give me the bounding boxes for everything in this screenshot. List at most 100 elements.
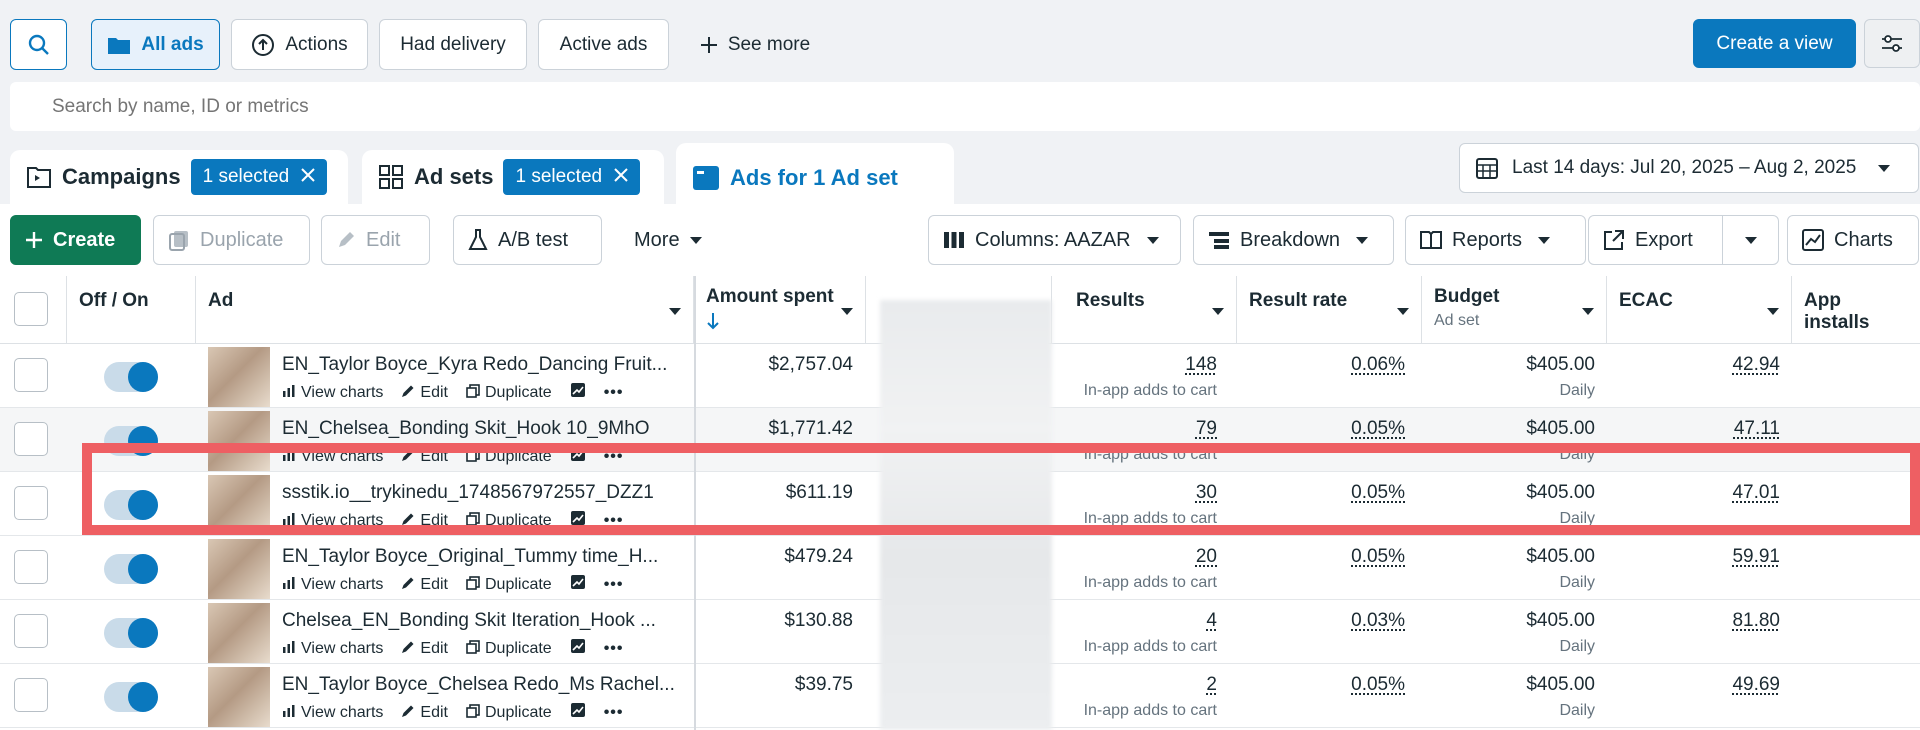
- result-rate-cell[interactable]: 0.05%: [1351, 418, 1405, 439]
- duplicate-link[interactable]: Duplicate: [466, 384, 552, 402]
- more-options-icon[interactable]: •••: [603, 511, 624, 529]
- close-icon[interactable]: [301, 166, 315, 188]
- edit-link[interactable]: Edit: [401, 512, 448, 530]
- view-charts-link[interactable]: View charts: [282, 640, 383, 658]
- charts-button[interactable]: Charts: [1787, 215, 1919, 265]
- ecac-cell[interactable]: 42.94: [1732, 354, 1780, 375]
- budget-cell[interactable]: $405.00: [1526, 482, 1595, 503]
- ad-name[interactable]: EN_Taylor Boyce_Original_Tummy time_H...: [282, 546, 659, 567]
- ad-thumbnail[interactable]: [208, 603, 270, 663]
- ad-toggle[interactable]: [104, 362, 158, 392]
- duplicate-button[interactable]: Duplicate: [153, 215, 310, 265]
- result-rate-cell[interactable]: 0.06%: [1351, 354, 1405, 375]
- ad-thumbnail[interactable]: [208, 539, 270, 599]
- adsets-selected-pill[interactable]: 1 selected: [503, 159, 641, 195]
- ecac-cell[interactable]: 47.11: [1733, 418, 1780, 439]
- row-checkbox[interactable]: [14, 550, 48, 584]
- budget-cell[interactable]: $405.00: [1526, 674, 1595, 695]
- results-cell[interactable]: 148: [1185, 354, 1217, 375]
- header-app-installs[interactable]: App installs: [1792, 276, 1920, 344]
- duplicate-link[interactable]: Duplicate: [466, 640, 552, 658]
- trend-icon[interactable]: [570, 702, 586, 723]
- budget-cell[interactable]: $405.00: [1526, 610, 1595, 631]
- ad-toggle[interactable]: [104, 682, 158, 712]
- actions-filter[interactable]: Actions: [231, 19, 368, 70]
- select-all-checkbox[interactable]: [14, 292, 48, 326]
- more-button[interactable]: More: [620, 215, 722, 265]
- view-charts-link[interactable]: View charts: [282, 384, 383, 402]
- header-results[interactable]: Results: [1052, 276, 1237, 344]
- search-button[interactable]: [10, 19, 67, 70]
- search-input[interactable]: [50, 82, 1850, 131]
- budget-cell[interactable]: $405.00: [1526, 354, 1595, 375]
- ecac-cell[interactable]: 59.91: [1732, 546, 1780, 567]
- edit-link[interactable]: Edit: [401, 384, 448, 402]
- trend-icon[interactable]: [570, 510, 586, 531]
- results-cell[interactable]: 20: [1195, 546, 1217, 567]
- tab-ad-sets[interactable]: Ad sets 1 selected: [362, 150, 664, 204]
- trend-icon[interactable]: [570, 382, 586, 403]
- result-rate-cell[interactable]: 0.05%: [1351, 674, 1405, 695]
- breakdown-button[interactable]: Breakdown: [1193, 215, 1394, 265]
- row-checkbox[interactable]: [14, 422, 48, 456]
- ad-name[interactable]: EN_Taylor Boyce_Chelsea Redo_Ms Rachel..…: [282, 674, 675, 695]
- campaigns-selected-pill[interactable]: 1 selected: [190, 159, 328, 195]
- reports-button[interactable]: Reports: [1405, 215, 1586, 265]
- duplicate-link[interactable]: Duplicate: [466, 576, 552, 594]
- row-checkbox[interactable]: [14, 358, 48, 392]
- row-checkbox[interactable]: [14, 678, 48, 712]
- header-ecac[interactable]: ECAC: [1607, 276, 1792, 344]
- row-checkbox[interactable]: [14, 614, 48, 648]
- ad-toggle[interactable]: [104, 554, 158, 584]
- close-icon[interactable]: [614, 166, 628, 188]
- create-view-button[interactable]: Create a view: [1693, 19, 1856, 68]
- row-checkbox[interactable]: [14, 486, 48, 520]
- ad-name[interactable]: EN_Taylor Boyce_Kyra Redo_Dancing Fruit.…: [282, 354, 668, 375]
- create-button[interactable]: Create: [10, 215, 141, 265]
- trend-icon[interactable]: [570, 574, 586, 595]
- budget-cell[interactable]: $405.00: [1526, 418, 1595, 439]
- results-cell[interactable]: 30: [1195, 482, 1217, 503]
- ad-thumbnail[interactable]: [208, 347, 270, 407]
- ad-thumbnail[interactable]: [208, 411, 270, 471]
- view-charts-link[interactable]: View charts: [282, 512, 383, 530]
- ecac-cell[interactable]: 49.69: [1732, 674, 1780, 695]
- search-bar[interactable]: [10, 82, 1920, 131]
- ad-toggle[interactable]: [104, 618, 158, 648]
- edit-link[interactable]: Edit: [401, 576, 448, 594]
- tab-ads[interactable]: Ads for 1 Ad set: [676, 143, 954, 213]
- more-options-icon[interactable]: •••: [603, 383, 624, 401]
- trend-icon[interactable]: [570, 638, 586, 659]
- results-cell[interactable]: 4: [1206, 610, 1217, 631]
- result-rate-cell[interactable]: 0.05%: [1351, 546, 1405, 567]
- view-charts-link[interactable]: View charts: [282, 576, 383, 594]
- header-result-rate[interactable]: Result rate: [1237, 276, 1422, 344]
- edit-link[interactable]: Edit: [401, 704, 448, 722]
- ad-name[interactable]: EN_Chelsea_Bonding Skit_Hook 10_9MhO: [282, 418, 650, 439]
- ad-thumbnail[interactable]: [208, 667, 270, 727]
- more-options-icon[interactable]: •••: [603, 703, 624, 721]
- edit-button[interactable]: Edit: [321, 215, 430, 265]
- ecac-cell[interactable]: 81.80: [1732, 610, 1780, 631]
- header-ad[interactable]: Ad: [196, 276, 694, 344]
- ad-name[interactable]: Chelsea_EN_Bonding Skit Iteration_Hook .…: [282, 610, 656, 631]
- more-options-icon[interactable]: •••: [603, 575, 624, 593]
- header-budget[interactable]: Budget Ad set: [1422, 276, 1607, 344]
- more-options-icon[interactable]: •••: [603, 639, 624, 657]
- result-rate-cell[interactable]: 0.05%: [1351, 482, 1405, 503]
- view-settings-button[interactable]: [1864, 19, 1920, 68]
- duplicate-link[interactable]: Duplicate: [466, 704, 552, 722]
- had-delivery-filter[interactable]: Had delivery: [379, 19, 527, 70]
- ab-test-button[interactable]: A/B test: [453, 215, 602, 265]
- edit-link[interactable]: Edit: [401, 640, 448, 658]
- result-rate-cell[interactable]: 0.03%: [1351, 610, 1405, 631]
- all-ads-filter[interactable]: All ads: [91, 19, 220, 70]
- view-charts-link[interactable]: View charts: [282, 704, 383, 722]
- active-ads-filter[interactable]: Active ads: [538, 19, 669, 70]
- budget-cell[interactable]: $405.00: [1526, 546, 1595, 567]
- ad-name[interactable]: ssstik.io__trykinedu_1748567972557_DZZ1: [282, 482, 654, 503]
- header-amount-spent[interactable]: Amount spent: [694, 276, 866, 344]
- duplicate-link[interactable]: Duplicate: [466, 512, 552, 530]
- results-cell[interactable]: 2: [1206, 674, 1217, 695]
- export-menu-button[interactable]: [1722, 215, 1779, 265]
